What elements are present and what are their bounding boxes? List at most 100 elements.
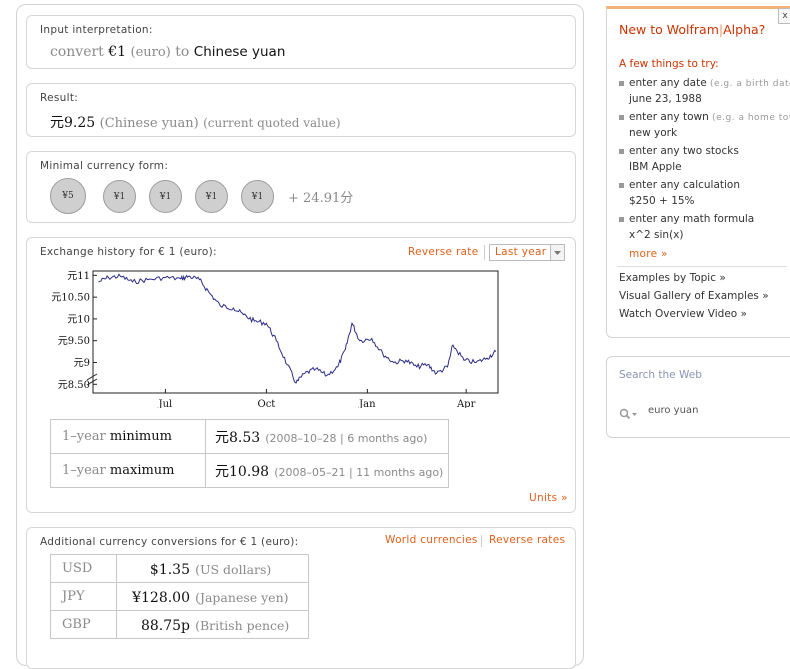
close-button[interactable]: x	[778, 8, 790, 24]
currency-value: ¥128.00	[132, 590, 190, 606]
tip-item[interactable]: enter any date (e.g. a birth date)	[619, 77, 790, 89]
table-row: 1–year minimum 元8.53 (2008–10–28 | 6 mon…	[50, 419, 449, 454]
tip-label: enter any town	[629, 111, 709, 123]
coin-icon: ¥1	[103, 180, 136, 213]
divider	[484, 245, 485, 260]
remainder-text: + 24.91分	[288, 191, 354, 206]
x-tick-label: Jan	[358, 399, 376, 408]
bullet-icon	[619, 148, 624, 154]
currency-name: (US dollars)	[195, 562, 272, 577]
bullet-icon	[619, 80, 624, 86]
y-tick-label: 元9	[74, 358, 90, 369]
reverse-rate-link[interactable]: Reverse rate	[408, 246, 479, 258]
pod-title: Exchange history for € 1 (euro):	[40, 246, 217, 258]
tip-item[interactable]: enter any math formula	[619, 213, 754, 225]
result-unit: (Chinese yuan)	[99, 116, 199, 131]
y-tick-label: 元9.50	[58, 336, 90, 347]
tip-label: enter any calculation	[629, 179, 741, 191]
dropdown-arrow-icon[interactable]	[550, 245, 564, 260]
table-row: 1–year maximum 元10.98 (2008–05–21 | 11 m…	[50, 453, 449, 488]
examples-by-topic-link[interactable]: Examples by Topic »	[619, 272, 726, 284]
tip-label: enter any math formula	[629, 213, 755, 225]
search-query[interactable]: euro yuan	[648, 405, 699, 416]
conversions-table: USD $1.35 (US dollars) JPY ¥128.00 (Japa…	[50, 554, 309, 639]
y-tick-label: 元10	[67, 314, 90, 325]
unit: (euro)	[130, 45, 171, 60]
tip-item[interactable]: enter any calculation	[619, 179, 740, 191]
coin-icon: ¥1	[149, 180, 182, 213]
search-field[interactable]: euro yuan	[619, 403, 789, 421]
world-currencies-link[interactable]: World currencies	[385, 534, 478, 546]
units-link[interactable]: Units »	[529, 492, 568, 504]
reverse-rates-link[interactable]: Reverse rates	[489, 534, 566, 546]
pod-title: Input interpretation:	[40, 24, 153, 36]
target-currency: Chinese yuan	[193, 44, 286, 60]
pod-title: Minimal currency form:	[40, 160, 169, 172]
to-word: to	[175, 44, 190, 60]
tip-item[interactable]: enter any town (e.g. a home town)	[619, 111, 790, 123]
result-value: 元9.25	[50, 115, 96, 131]
currency-code: GBP	[50, 610, 117, 639]
series-line	[98, 273, 497, 384]
y-tick-label: 元11	[67, 271, 90, 282]
currency-name: (Japanese yen)	[195, 590, 289, 605]
range-select-value: Last year	[495, 246, 547, 258]
bullet-icon	[619, 216, 624, 222]
more-link[interactable]: more »	[629, 248, 668, 260]
visual-gallery-link[interactable]: Visual Gallery of Examples »	[619, 290, 769, 302]
stat-label: minimum	[109, 429, 172, 444]
table-row: USD $1.35 (US dollars)	[50, 554, 309, 583]
bullet-icon	[619, 114, 624, 120]
axis-break-icon	[86, 373, 98, 386]
search-panel-title: Search the Web	[619, 369, 702, 381]
tip-label: enter any date	[629, 77, 707, 89]
coin-icon: ¥1	[241, 180, 274, 213]
overview-video-link[interactable]: Watch Overview Video »	[619, 308, 747, 320]
tip-example[interactable]: x^2 sin(x)	[629, 229, 684, 241]
currency-code: USD	[50, 554, 117, 583]
currency-name: (British pence)	[195, 618, 290, 633]
x-tick-label: Oct	[258, 399, 276, 408]
exchange-history-chart: 元11 元10.50 元10 元9.50 元9 元8.50 Jul Oct Jan Apr	[51, 270, 499, 408]
stat-label-prefix: 1–year	[62, 463, 110, 478]
stat-value: 元10.98	[215, 463, 270, 480]
stat-label-prefix: 1–year	[62, 429, 110, 444]
search-web-panel: Search the Web euro yuan	[606, 356, 790, 438]
currency-value: 88.75p	[140, 618, 190, 634]
divider	[481, 535, 482, 547]
table-row: GBP 88.75p (British pence)	[50, 610, 309, 639]
tip-hint: (e.g. a home town)	[712, 113, 790, 123]
tips-heading: A few things to try:	[619, 58, 719, 70]
y-tick-label: 元8.50	[58, 380, 90, 391]
panel-title-part: |	[718, 22, 724, 37]
tip-example[interactable]: $250 + 15%	[629, 195, 695, 207]
divider	[617, 266, 787, 267]
new-to-wolframalpha-panel: New to Wolfram|Alpha? A few things to tr…	[606, 6, 790, 338]
stat-detail: (2008–10–28 | 6 months ago)	[265, 431, 428, 445]
search-icon[interactable]	[619, 405, 639, 424]
stat-detail: (2008–05–21 | 11 months ago)	[274, 465, 444, 479]
amount: €1	[108, 44, 127, 60]
x-tick-label: Jul	[158, 399, 173, 408]
tip-label: enter any two stocks	[629, 145, 739, 157]
table-row: JPY ¥128.00 (Japanese yen)	[50, 582, 309, 611]
x-tick-label: Apr	[456, 399, 476, 408]
coin-icon: ¥1	[195, 180, 228, 213]
panel-title-part: New to Wolfram	[619, 22, 719, 37]
tip-hint: (e.g. a birth date)	[710, 79, 790, 89]
y-tick-label: 元10.50	[51, 293, 90, 304]
input-interpretation-pod: Input interpretation: convert €1 (euro) …	[26, 15, 576, 69]
currency-code: JPY	[50, 582, 117, 611]
result-note: (current quoted value)	[203, 116, 341, 130]
close-icon: x	[782, 11, 788, 21]
bullet-icon	[619, 182, 624, 188]
tip-example[interactable]: new york	[629, 127, 678, 139]
tip-example[interactable]: IBM Apple	[629, 161, 682, 173]
currency-value: $1.35	[149, 562, 190, 578]
result-pod: Result: 元9.25 (Chinese yuan) (current qu…	[26, 83, 576, 137]
tip-item[interactable]: enter any two stocks	[619, 145, 739, 157]
tip-example[interactable]: june 23, 1988	[629, 93, 702, 105]
coin-icon: ¥5	[50, 178, 86, 214]
range-select[interactable]: Last year	[489, 244, 565, 261]
pod-title: Additional currency conversions for € 1 …	[40, 536, 299, 548]
